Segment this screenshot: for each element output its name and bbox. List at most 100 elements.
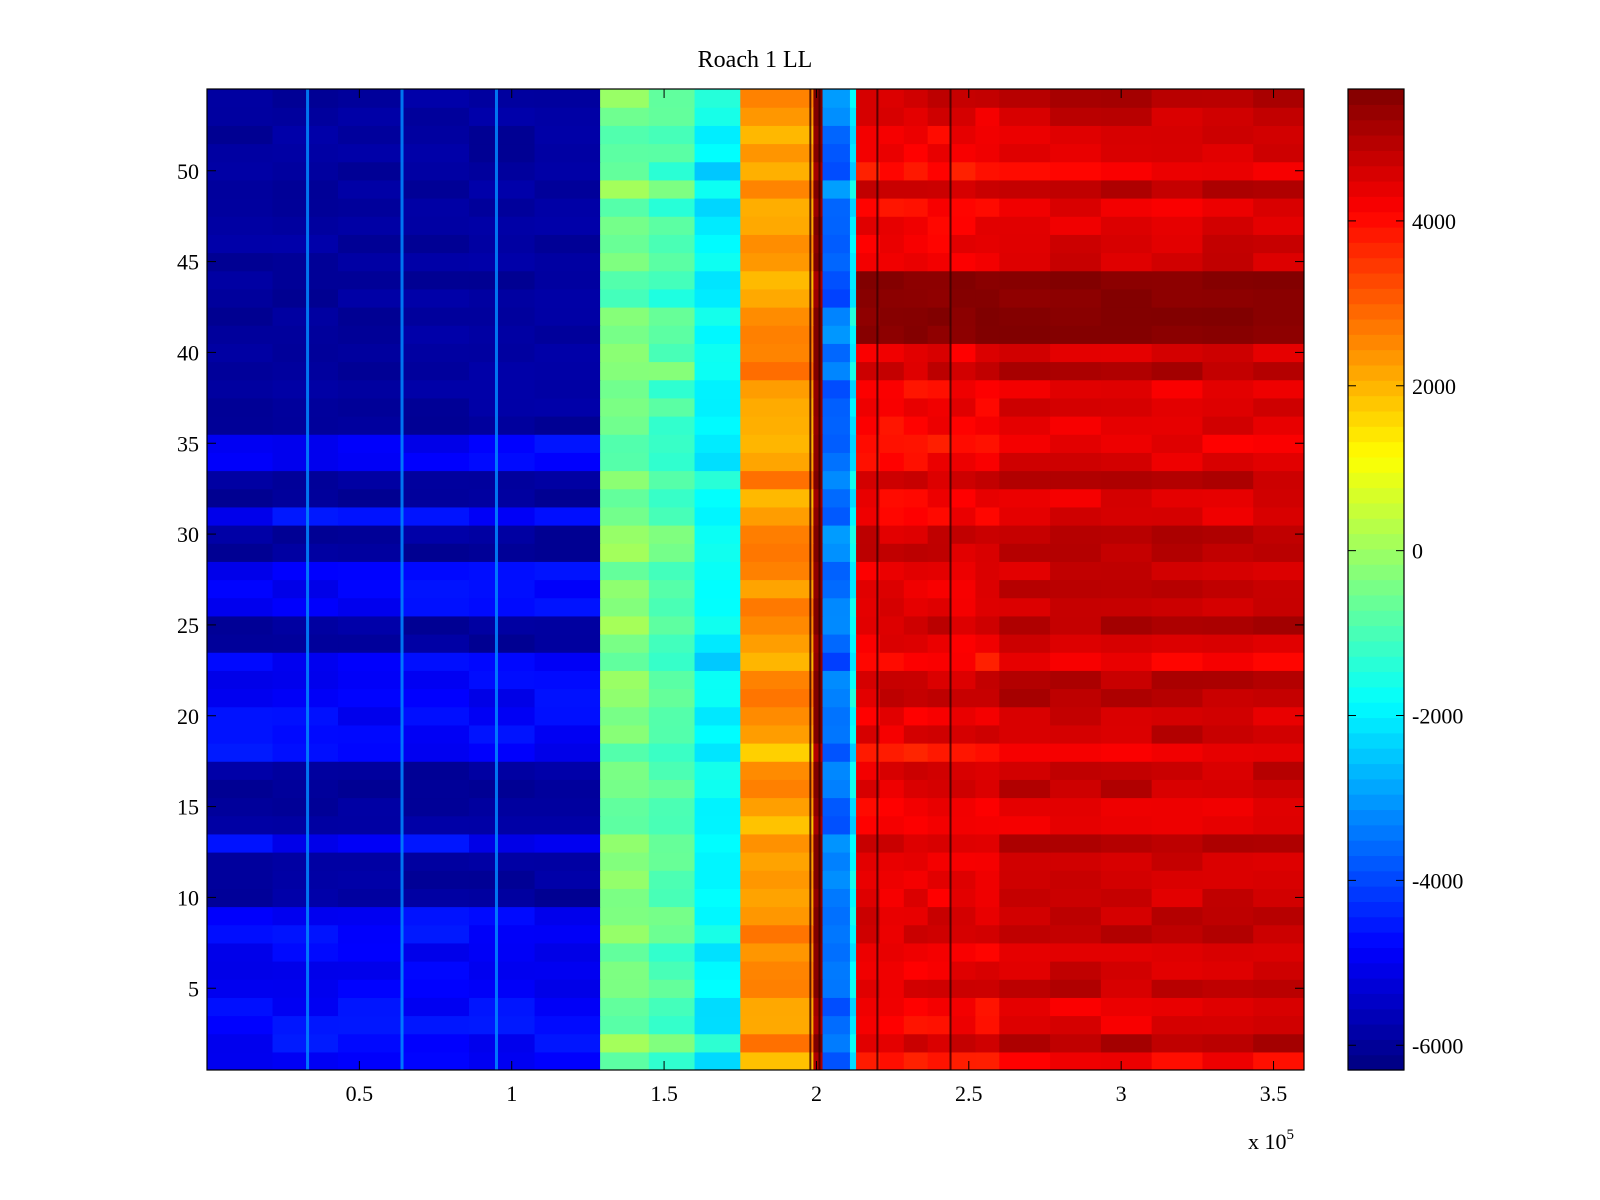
heatmap-cell xyxy=(849,288,857,308)
heatmap-cell xyxy=(849,634,857,653)
heatmap-cell xyxy=(951,107,977,126)
heatmap-cell xyxy=(534,979,601,998)
heatmap-cell xyxy=(903,652,929,671)
heatmap-cell xyxy=(403,652,470,671)
heatmap-cell xyxy=(927,1033,953,1053)
heatmap-cell xyxy=(951,961,977,980)
heatmap-cell xyxy=(272,434,339,453)
colorbar-segment xyxy=(1348,717,1404,734)
heatmap-cell xyxy=(600,397,650,417)
heatmap-cell xyxy=(403,833,470,853)
heatmap-cell xyxy=(694,579,741,599)
heatmap-cell xyxy=(740,416,814,435)
heatmap-cell xyxy=(822,634,851,653)
heatmap-cell xyxy=(207,216,274,235)
heatmap-cell xyxy=(1253,670,1304,690)
heatmap-cell xyxy=(469,1051,536,1070)
heatmap-cell xyxy=(648,634,696,653)
heatmap-cell xyxy=(879,270,905,290)
heatmap-cell xyxy=(469,234,536,254)
heatmap-cell xyxy=(534,634,601,653)
heatmap-cell xyxy=(822,743,851,762)
heatmap-cell xyxy=(856,307,881,326)
heatmap-cell xyxy=(975,779,1000,799)
heatmap-cell xyxy=(999,852,1051,871)
colorbar-segment xyxy=(1348,886,1404,902)
heatmap-cell xyxy=(338,234,405,254)
heatmap-cell xyxy=(469,852,536,871)
heatmap-cell xyxy=(1100,652,1153,671)
heatmap-cell xyxy=(740,852,814,871)
heatmap-cell xyxy=(975,942,1000,962)
x-tick-label: 1 xyxy=(506,1081,517,1106)
heatmap-cell xyxy=(1202,870,1254,889)
heatmap-cell xyxy=(694,924,741,944)
heatmap-cell xyxy=(600,870,650,889)
heatmap-cell xyxy=(927,288,953,308)
heatmap-cell xyxy=(927,343,953,363)
heatmap-cell xyxy=(469,652,536,671)
heatmap-cell xyxy=(813,125,824,145)
heatmap-cell xyxy=(822,906,851,926)
heatmap-cell xyxy=(600,815,650,835)
heatmap-cell xyxy=(207,506,274,526)
heatmap-cell xyxy=(694,797,741,817)
heatmap-cell xyxy=(469,325,536,344)
heatmap-cell xyxy=(338,416,405,435)
heatmap-cell xyxy=(207,706,274,726)
heatmap-cell xyxy=(903,107,929,126)
heatmap-cell xyxy=(1253,997,1304,1017)
heatmap-cell xyxy=(694,652,741,671)
heatmap-cell xyxy=(822,343,851,363)
heatmap-cell xyxy=(469,107,536,126)
heatmap-cell xyxy=(1151,252,1204,272)
heatmap-cell xyxy=(469,143,536,163)
heatmap-cell xyxy=(207,634,274,653)
heatmap-cell xyxy=(879,779,905,799)
heatmap-cell xyxy=(856,89,881,108)
heatmap-cell xyxy=(1050,452,1102,472)
heatmap-cell xyxy=(1151,434,1204,453)
heatmap-cell xyxy=(1151,416,1204,435)
heatmap-cell xyxy=(1050,379,1102,399)
heatmap-cell xyxy=(207,597,274,617)
colorbar-segment xyxy=(1348,732,1404,749)
heatmap-cell xyxy=(338,452,405,472)
heatmap-cell xyxy=(822,506,851,526)
heatmap-cell xyxy=(740,688,814,708)
heatmap-cell xyxy=(927,779,953,799)
heatmap-cell xyxy=(207,997,274,1017)
heatmap-cell xyxy=(1202,779,1254,799)
heatmap-cell xyxy=(951,325,977,344)
heatmap-cell xyxy=(903,888,929,908)
heatmap-cell xyxy=(1050,979,1102,998)
heatmap-cell xyxy=(1151,706,1204,726)
heatmap-cell xyxy=(856,615,881,635)
heatmap-cell xyxy=(1151,1033,1204,1053)
heatmap-cell xyxy=(207,579,274,599)
heatmap-cell xyxy=(927,997,953,1017)
heatmap-cell xyxy=(600,179,650,199)
heatmap-cell xyxy=(1050,125,1102,145)
heatmap-cell xyxy=(1253,270,1304,290)
colorbar-segment xyxy=(1348,364,1404,381)
heatmap-cell xyxy=(338,815,405,835)
heatmap-cell xyxy=(694,216,741,235)
heatmap-cell xyxy=(951,597,977,617)
heatmap-cell xyxy=(856,743,881,762)
heatmap-cell xyxy=(975,161,1000,181)
heatmap-cell xyxy=(740,470,814,490)
heatmap-cell xyxy=(272,852,339,871)
heatmap-cell xyxy=(903,870,929,889)
heatmap-cell xyxy=(740,724,814,744)
heatmap-cell xyxy=(469,924,536,944)
heatmap-cell xyxy=(207,307,274,326)
colorbar-segment xyxy=(1348,916,1404,933)
heatmap-cell xyxy=(600,706,650,726)
heatmap-cell xyxy=(822,252,851,272)
heatmap-cell xyxy=(879,216,905,235)
dark-line xyxy=(949,89,952,1070)
heatmap-cell xyxy=(856,125,881,145)
heatmap-cell xyxy=(694,815,741,835)
